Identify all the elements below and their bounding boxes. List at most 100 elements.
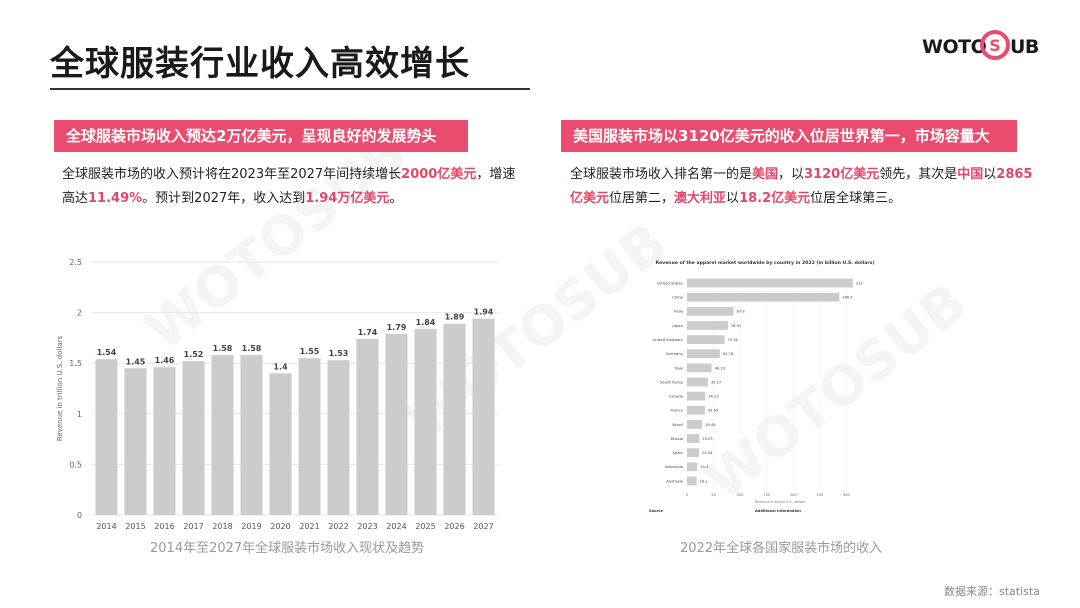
highlight-text: 美国 xyxy=(752,167,779,182)
y-tick-label: United States xyxy=(657,280,683,285)
bar-value-label: 1.4 xyxy=(273,362,288,371)
bar-value-label: 1.58 xyxy=(242,344,262,353)
bar xyxy=(687,434,700,443)
y-tick-label: Russia xyxy=(671,436,683,441)
bar xyxy=(687,448,699,458)
x-tick-label: 2019 xyxy=(241,522,261,531)
chart-footer-source: Source xyxy=(649,509,664,513)
bar-value-label: 1.52 xyxy=(184,350,204,359)
bar xyxy=(443,323,466,515)
bar-value-label: 33.63 xyxy=(708,409,718,413)
right-paragraph: 全球服装市场收入排名第一的是美国，以3120亿美元领先，其次是中国以2865亿美… xyxy=(570,163,1040,211)
highlight-text: 18.2亿美元 xyxy=(739,191,811,206)
y-tick-label: France xyxy=(670,408,683,413)
x-tick-label: 2022 xyxy=(328,522,348,531)
left-banner: 全球服装市场收入预达2万亿美元，呈现良好的发展势头 xyxy=(54,120,468,152)
text-span: 。预计到2027年，收入达到 xyxy=(142,191,306,206)
x-axis-title: Revenue in billion U.S. dollars xyxy=(755,500,806,504)
page-title: 全球服装行业收入高效增长 xyxy=(50,44,470,84)
text-span: 。 xyxy=(389,191,403,206)
x-tick-label: 2027 xyxy=(473,522,493,531)
bar xyxy=(414,328,437,515)
bar xyxy=(687,476,697,486)
y-tick-label: Brazil xyxy=(672,422,683,427)
y-axis-title: Revenue in trillion U.S. dollars xyxy=(56,335,64,441)
x-tick-label: 0 xyxy=(686,493,689,497)
logo-badge-glyph: S xyxy=(989,36,1001,55)
x-tick-label: 2023 xyxy=(357,522,377,531)
y-tick-label: Italy xyxy=(675,365,684,370)
bar xyxy=(687,391,706,401)
bar xyxy=(182,361,205,515)
bar-value-label: 1.46 xyxy=(155,356,175,365)
left-paragraph: 全球服装市场的收入预计将在2023年至2027年间持续增长2000亿美元，增速高… xyxy=(62,163,522,211)
y-tick-label: Japan xyxy=(671,323,683,328)
bar xyxy=(687,420,703,429)
highlight-text: 2000亿美元 xyxy=(401,167,477,182)
x-tick-label: 200 xyxy=(790,493,798,497)
bar-value-label: 1.94 xyxy=(474,308,494,317)
bar xyxy=(687,278,853,288)
bar-value-label: 46.29 xyxy=(715,366,726,370)
y-tick-label: China xyxy=(672,295,683,300)
y-tick-label: 1 xyxy=(77,410,82,419)
text-span: 以 xyxy=(726,191,740,206)
x-tick-label: 2025 xyxy=(415,522,435,531)
bar xyxy=(385,333,408,515)
bar-value-label: 1.45 xyxy=(126,357,146,366)
text-span: 位居第二， xyxy=(609,191,675,206)
y-tick-label: India xyxy=(674,309,683,314)
bar xyxy=(153,367,176,515)
highlight-text: 11.49% xyxy=(88,191,143,206)
bar-value-label: 19.3 xyxy=(700,465,708,469)
chart-title: Revenue of the apparel market worldwide … xyxy=(656,260,875,266)
bar-value-label: 1.58 xyxy=(213,344,233,353)
y-tick-label: 1.5 xyxy=(69,359,82,368)
bar-value-label: 22.54 xyxy=(702,451,713,455)
x-tick-label: 250 xyxy=(816,493,824,497)
y-tick-label: Spain xyxy=(672,450,683,455)
highlight-text: 2865亿美元 xyxy=(570,167,1033,206)
bar xyxy=(240,355,263,515)
highlight-text: 1.94万亿美元 xyxy=(305,191,390,206)
bar xyxy=(687,363,712,373)
x-tick-label: 2020 xyxy=(270,522,290,531)
bar-value-label: 312 xyxy=(856,281,863,285)
x-tick-label: 2026 xyxy=(444,522,464,531)
bar xyxy=(327,360,350,515)
y-tick-label: Australia xyxy=(666,478,683,483)
bar-value-label: 1.79 xyxy=(387,323,407,332)
text-span: ，增速高达 xyxy=(62,167,516,206)
y-tick-label: 0 xyxy=(77,511,82,520)
right-chart-caption: 2022年全球各国家服装市场的收入 xyxy=(680,541,883,556)
title-underline xyxy=(50,88,530,90)
bar xyxy=(687,405,705,415)
x-tick-label: 2016 xyxy=(154,522,174,531)
x-tick-label: 2021 xyxy=(299,522,319,531)
y-tick-label: Canada xyxy=(669,394,683,399)
y-tick-label: 0.5 xyxy=(69,460,82,469)
bar xyxy=(687,462,698,472)
bar-value-label: 1.54 xyxy=(97,348,117,357)
y-tick-label: 2 xyxy=(77,309,82,318)
y-tick-label: United Kingdom xyxy=(653,337,684,342)
logo-text-right: UB xyxy=(1010,36,1039,58)
bar-value-label: 76.91 xyxy=(731,324,741,328)
left-chart-caption: 2014年至2027年全球服装市场收入现状及趋势 xyxy=(150,541,425,556)
logo-text-left: WOTO xyxy=(922,36,987,58)
x-tick-label: 50 xyxy=(711,493,716,497)
highlight-text: 中国 xyxy=(957,167,984,182)
bar xyxy=(124,368,147,515)
bar-value-label: 1.89 xyxy=(445,313,465,322)
bar-value-label: 23.25 xyxy=(702,437,712,441)
text-span: 全球服装市场收入排名第一的是 xyxy=(570,167,753,182)
bar xyxy=(687,349,720,359)
country-revenue-bar-chart: Revenue of the apparel market worldwide … xyxy=(649,260,875,513)
bar xyxy=(472,318,495,515)
x-tick-label: 100 xyxy=(737,493,745,497)
chart-footer-info: Additional Information xyxy=(755,509,801,513)
logo-badge-icon: S xyxy=(980,30,1010,60)
x-tick-label: 2015 xyxy=(125,522,145,531)
y-tick-label: Germany xyxy=(666,351,684,356)
highlight-text: 3120亿美元 xyxy=(804,167,880,182)
